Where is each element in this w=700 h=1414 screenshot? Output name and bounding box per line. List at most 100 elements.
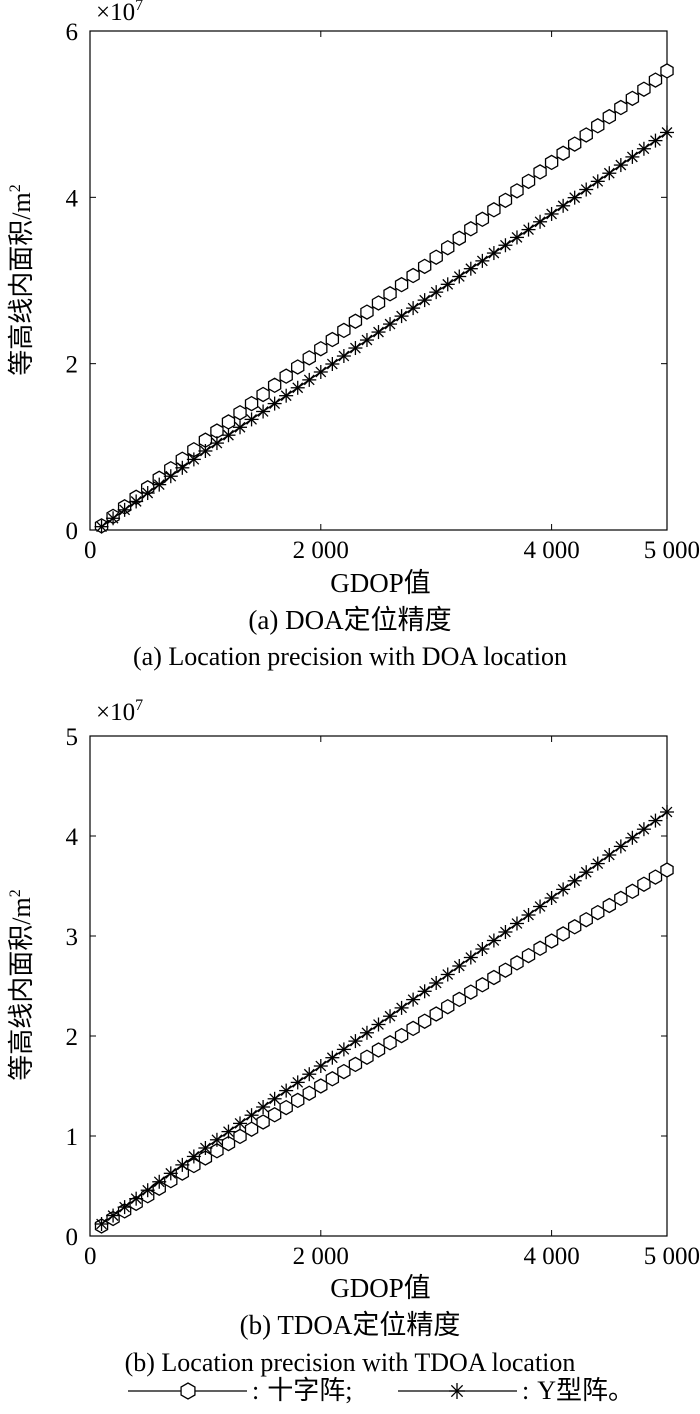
axis-multiplier: ×107: [96, 697, 143, 726]
asterisk-marker: [290, 380, 305, 395]
asterisk-marker: [521, 222, 536, 237]
hexagon-marker: [371, 1042, 386, 1058]
hexagon-marker: [614, 890, 628, 907]
asterisk-marker: [579, 865, 594, 880]
asterisk-marker: [348, 341, 363, 356]
asterisk-marker: [440, 967, 455, 982]
x-tick-label: 2 000: [293, 537, 349, 564]
hexagon-marker: [314, 340, 328, 357]
hexagon-marker: [487, 202, 501, 218]
asterisk-marker: [140, 1183, 155, 1198]
caption-chinese: (a) DOA定位精度: [248, 605, 451, 635]
hexagon-marker: [556, 926, 570, 942]
hexagon-marker: [371, 295, 386, 311]
x-tick-label: 0: [84, 537, 97, 564]
hexagon-marker: [233, 1128, 247, 1145]
hexagon-marker: [244, 395, 259, 412]
hexagon-marker: [464, 221, 478, 237]
asterisk-marker: [602, 848, 617, 862]
asterisk-marker: [186, 452, 201, 467]
hexagon-marker: [221, 1135, 236, 1152]
hexagon-marker: [648, 72, 663, 88]
panel-b: 0 2 000 4 000 5 000 0 1 2 3 4 5 ×107 等高线内面积/m2 GDOP值…: [7, 697, 700, 1377]
asterisk-marker: [209, 436, 224, 451]
asterisk-marker: [429, 285, 444, 300]
asterisk-marker: [336, 1042, 351, 1057]
asterisk-marker: [383, 317, 398, 332]
hexagon-marker: [348, 313, 363, 330]
hexagon-marker: [498, 962, 513, 978]
hexagon-marker: [533, 940, 547, 957]
hexagon-marker: [637, 81, 651, 97]
asterisk-marker: [325, 1050, 340, 1065]
asterisk-marker: [544, 891, 559, 905]
asterisk-marker: [244, 412, 259, 427]
asterisk-marker: [429, 976, 444, 990]
hexagon-marker: [256, 386, 270, 403]
hexagon-marker: [314, 1078, 328, 1094]
x-tick-label: 0: [84, 1243, 97, 1270]
asterisk-marker: [129, 1191, 144, 1206]
hexagon-marker: [544, 154, 559, 171]
hexagon-marker: [417, 258, 432, 275]
hexagon-marker: [602, 108, 617, 125]
asterisk-marker: [152, 1174, 167, 1189]
x-axis-label: GDOP值: [330, 1273, 431, 1303]
hexagon-marker: [279, 368, 293, 384]
hexagon-marker: [556, 145, 570, 162]
hexagon-marker: [579, 911, 593, 928]
asterisk-marker: [129, 494, 144, 509]
asterisk-marker: [175, 1157, 190, 1172]
hexagon-marker: [533, 164, 547, 180]
asterisk-marker: [498, 925, 513, 939]
asterisk-marker: [463, 261, 478, 276]
axis-multiplier: ×107: [96, 0, 143, 26]
asterisk-marker: [94, 519, 109, 534]
caption-english: (b) Location precision with TDOA locatio…: [125, 1348, 576, 1377]
asterisk-marker: [336, 349, 351, 364]
hexagon-marker: [256, 1114, 270, 1130]
hexagon-marker: [579, 127, 593, 143]
hexagon-marker: [267, 377, 282, 394]
hexagon-marker: [660, 63, 674, 79]
hexagon-marker: [602, 897, 617, 914]
x-tick-label: 4 000: [523, 1243, 579, 1270]
y-axis-label: 等高线内面积/m2: [7, 184, 36, 375]
hexagon-marker: [394, 276, 409, 293]
hexagon-marker: [591, 118, 605, 134]
caption-english: (a) Location precision with DOA location: [133, 642, 567, 671]
plot-frame: [89, 30, 668, 531]
y-tick-label: 0: [66, 518, 79, 545]
asterisk-marker: [290, 1075, 305, 1090]
hexagon-marker: [325, 1071, 340, 1087]
asterisk-marker: [140, 486, 155, 501]
asterisk-marker: [625, 149, 640, 164]
asterisk-marker: [463, 950, 478, 965]
asterisk-marker: [452, 269, 467, 284]
hexagon-marker: [637, 876, 651, 892]
asterisk-marker: [313, 1059, 328, 1073]
series-y-array: [94, 125, 674, 534]
asterisk-marker: [348, 1034, 363, 1049]
asterisk-marker: [256, 1100, 271, 1114]
asterisk-marker: [579, 182, 594, 197]
hexagon-marker: [233, 404, 247, 421]
asterisk-marker: [302, 372, 317, 387]
asterisk-marker: [449, 1383, 465, 1399]
y-tick-label: 3: [66, 924, 79, 951]
asterisk-marker: [198, 1141, 213, 1155]
asterisk-marker: [371, 325, 386, 340]
hexagon-marker: [325, 331, 340, 348]
panel-a: 0 2 000 4 000 5 000 0 2 4 6 ×107 等高线内面积/m2 GDOP值 (a…: [7, 0, 700, 671]
hexagon-marker: [360, 1049, 374, 1065]
hexagon-marker: [441, 998, 455, 1015]
y-tick-label: 4: [66, 185, 79, 212]
caption-chinese: (b) TDOA定位精度: [240, 1310, 461, 1340]
y-tick-label: 1: [66, 1124, 79, 1151]
asterisk-marker: [267, 1091, 282, 1106]
asterisk-marker: [279, 1083, 294, 1098]
hexagon-marker: [498, 192, 513, 209]
asterisk-marker: [660, 125, 674, 140]
asterisk-marker: [106, 511, 121, 526]
hexagon-marker: [521, 947, 536, 964]
